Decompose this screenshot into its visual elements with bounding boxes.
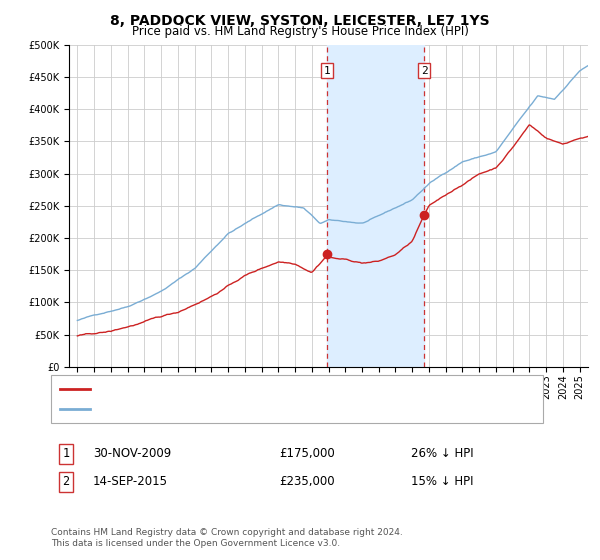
Text: Price paid vs. HM Land Registry's House Price Index (HPI): Price paid vs. HM Land Registry's House …: [131, 25, 469, 38]
Text: 8, PADDOCK VIEW, SYSTON, LEICESTER, LE7 1YS (detached house): 8, PADDOCK VIEW, SYSTON, LEICESTER, LE7 …: [96, 384, 469, 394]
Text: Contains HM Land Registry data © Crown copyright and database right 2024.
This d: Contains HM Land Registry data © Crown c…: [51, 528, 403, 548]
Text: 15% ↓ HPI: 15% ↓ HPI: [411, 475, 473, 488]
Bar: [327, 45, 424, 367]
Text: 26% ↓ HPI: 26% ↓ HPI: [411, 447, 473, 460]
Text: 30-NOV-2009: 30-NOV-2009: [93, 447, 171, 460]
Text: HPI: Average price, detached house, Charnwood: HPI: Average price, detached house, Char…: [96, 404, 365, 414]
Text: 2: 2: [62, 475, 70, 488]
Text: £235,000: £235,000: [279, 475, 335, 488]
Text: 2: 2: [421, 66, 427, 76]
Text: 1: 1: [324, 66, 331, 76]
Text: 8, PADDOCK VIEW, SYSTON, LEICESTER, LE7 1YS: 8, PADDOCK VIEW, SYSTON, LEICESTER, LE7 …: [110, 14, 490, 28]
Text: £175,000: £175,000: [279, 447, 335, 460]
Text: 14-SEP-2015: 14-SEP-2015: [93, 475, 168, 488]
Text: 1: 1: [62, 447, 70, 460]
